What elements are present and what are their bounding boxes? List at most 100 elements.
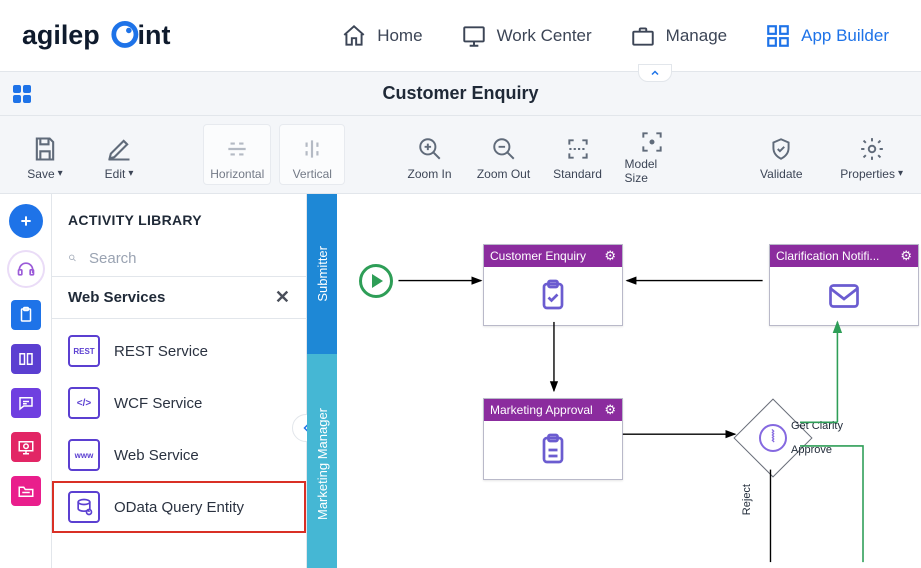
briefcase-icon [630, 23, 656, 49]
activity-library-heading: ACTIVITY LIBRARY [52, 212, 306, 240]
nav-work-center-label: Work Center [497, 26, 592, 46]
zoom-in-label: Zoom In [408, 167, 452, 181]
rail-layout-button[interactable] [11, 344, 41, 374]
node-gear-icon[interactable]: ⚙ [900, 248, 912, 264]
nav-app-builder-label: App Builder [801, 26, 889, 46]
edit-button[interactable]: Edit▾ [86, 124, 152, 185]
search-input[interactable] [87, 249, 290, 268]
zoom-out-icon [491, 136, 517, 162]
collapse-nav-tab[interactable] [638, 64, 672, 82]
rail-clipboard-button[interactable] [11, 300, 41, 330]
apps-icon[interactable] [10, 82, 34, 106]
model-size-button[interactable]: Model Size [619, 124, 685, 185]
node-gear-icon[interactable]: ⚙ [604, 248, 616, 264]
clipboard-lines-icon [535, 432, 571, 468]
process-canvas[interactable]: Submitter Marketing Manager Customer Enq… [307, 194, 921, 568]
clipboard-check-icon [535, 278, 571, 314]
search-row [52, 240, 306, 277]
nav-work-center[interactable]: Work Center [447, 17, 606, 55]
top-nav: agilep int Home Work Center Manage App B… [0, 0, 921, 72]
gateway-decision[interactable]: ⦚ [733, 398, 812, 477]
nav-home-label: Home [377, 26, 422, 46]
validate-button[interactable]: Validate [748, 124, 814, 185]
left-rail [0, 194, 52, 568]
node-clarification[interactable]: Clarification Notifi...⚙ [769, 244, 919, 326]
lane-submitter[interactable]: Submitter [307, 194, 337, 354]
standard-button[interactable]: Standard [545, 124, 611, 185]
svc-odata-label: OData Query Entity [114, 499, 244, 516]
zoom-out-button[interactable]: Zoom Out [471, 124, 537, 185]
edit-label: Edit [105, 167, 126, 181]
chevron-up-icon [649, 67, 661, 79]
rail-support-button[interactable] [9, 252, 43, 286]
mail-icon [824, 278, 864, 314]
headset-icon [16, 259, 36, 279]
node-marketing-approval[interactable]: Marketing Approval ⚙ [483, 398, 623, 480]
chat-icon [17, 394, 35, 412]
page-title: Customer Enquiry [382, 83, 538, 104]
rail-chat-button[interactable] [11, 388, 41, 418]
align-vertical-button[interactable]: Vertical [279, 124, 345, 185]
nav-home[interactable]: Home [327, 17, 436, 55]
validate-label: Validate [760, 167, 802, 181]
properties-label: Properties [840, 167, 895, 181]
grid-icon [765, 23, 791, 49]
folder-icon [17, 482, 35, 500]
node-marketing-title: Marketing Approval [490, 403, 593, 417]
odata-icon [68, 491, 100, 523]
rail-monitor-button[interactable] [11, 432, 41, 462]
zoom-in-icon [417, 136, 443, 162]
search-icon [68, 248, 77, 268]
model-size-label: Model Size [625, 157, 679, 185]
model-size-icon [639, 129, 665, 155]
add-button[interactable] [9, 204, 43, 238]
nav-manage[interactable]: Manage [616, 17, 741, 55]
web-icon: www [68, 439, 100, 471]
vertical-label: Vertical [293, 167, 332, 181]
save-button[interactable]: Save▾ [12, 124, 78, 185]
zoom-out-label: Zoom Out [477, 167, 530, 181]
lane-submitter-label: Submitter [315, 246, 330, 302]
gear-icon [859, 136, 885, 162]
close-category-button[interactable]: ✕ [275, 287, 290, 308]
node-customer-enquiry[interactable]: Customer Enquiry⚙ [483, 244, 623, 326]
edit-icon [105, 135, 133, 163]
lane-marketing-label: Marketing Manager [315, 408, 330, 520]
clipboard-icon [17, 306, 35, 324]
start-event[interactable] [359, 264, 393, 298]
rail-folder-button[interactable] [11, 476, 41, 506]
nav-app-builder[interactable]: App Builder [751, 17, 903, 55]
zoom-in-button[interactable]: Zoom In [397, 124, 463, 185]
layout-icon [17, 350, 35, 368]
node-gear-icon[interactable]: ⚙ [604, 402, 616, 418]
main-area: ACTIVITY LIBRARY Web Services ✕ REST RES… [0, 194, 921, 568]
save-icon [31, 135, 59, 163]
activity-library-panel: ACTIVITY LIBRARY Web Services ✕ REST RES… [52, 194, 307, 568]
horizontal-label: Horizontal [210, 167, 264, 181]
save-label: Save [27, 167, 54, 181]
properties-button[interactable]: Properties▾ [834, 124, 909, 185]
edge-reject-label: Reject [741, 484, 753, 515]
service-list: REST REST Service </> WCF Service www We… [52, 319, 306, 545]
svc-web[interactable]: www Web Service [52, 429, 306, 481]
edge-get-clarity-label: Get Clarity [791, 420, 843, 432]
svg-text:int: int [138, 19, 171, 49]
validate-icon [768, 136, 794, 162]
svc-wcf[interactable]: </> WCF Service [52, 377, 306, 429]
standard-label: Standard [553, 167, 602, 181]
logo: agilep int [18, 17, 208, 55]
svc-rest-label: REST Service [114, 343, 208, 360]
svc-rest[interactable]: REST REST Service [52, 325, 306, 377]
align-horizontal-button[interactable]: Horizontal [203, 124, 271, 185]
svg-text:agilep: agilep [22, 19, 100, 49]
edge-approve-label: Approve [791, 444, 832, 456]
svc-wcf-label: WCF Service [114, 395, 202, 412]
svc-web-label: Web Service [114, 447, 199, 464]
fit-standard-icon [565, 136, 591, 162]
svc-odata[interactable]: OData Query Entity [52, 481, 306, 533]
gateway-icon: ⦚ [759, 424, 787, 452]
home-icon [341, 23, 367, 49]
title-bar: Customer Enquiry [0, 72, 921, 116]
lane-marketing-manager[interactable]: Marketing Manager [307, 354, 337, 568]
category-label: Web Services [68, 289, 165, 306]
